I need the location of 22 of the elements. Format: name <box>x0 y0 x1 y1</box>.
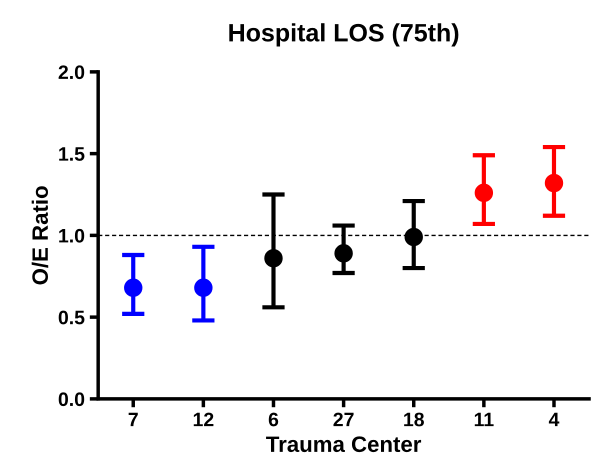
y-tick-label: 1.0 <box>59 228 84 243</box>
x-axis-title: Trauma Center <box>266 436 422 452</box>
point <box>264 249 283 268</box>
point <box>124 278 142 297</box>
point <box>334 244 353 263</box>
point <box>404 228 423 246</box>
y-tick-label: 0.5 <box>58 310 84 324</box>
chart-title: Hospital LOS (75th) <box>229 23 458 47</box>
y-tick-label: 2.0 <box>58 65 84 80</box>
x-tick-label: 18 <box>404 412 424 426</box>
y-axis-title: O/E Ratio <box>32 186 48 284</box>
y-tick-label: 0.0 <box>58 392 84 406</box>
y-tick-label: 1.5 <box>59 147 84 161</box>
x-tick-label: 27 <box>333 412 354 426</box>
x-tick-label: 6 <box>268 412 278 426</box>
x-tick-label: 12 <box>194 412 214 426</box>
point <box>544 174 564 192</box>
point <box>194 278 213 297</box>
point <box>474 184 494 202</box>
x-tick-label: 11 <box>474 412 494 426</box>
x-tick-label: 4 <box>548 412 560 426</box>
x-tick-label: 7 <box>128 412 138 426</box>
